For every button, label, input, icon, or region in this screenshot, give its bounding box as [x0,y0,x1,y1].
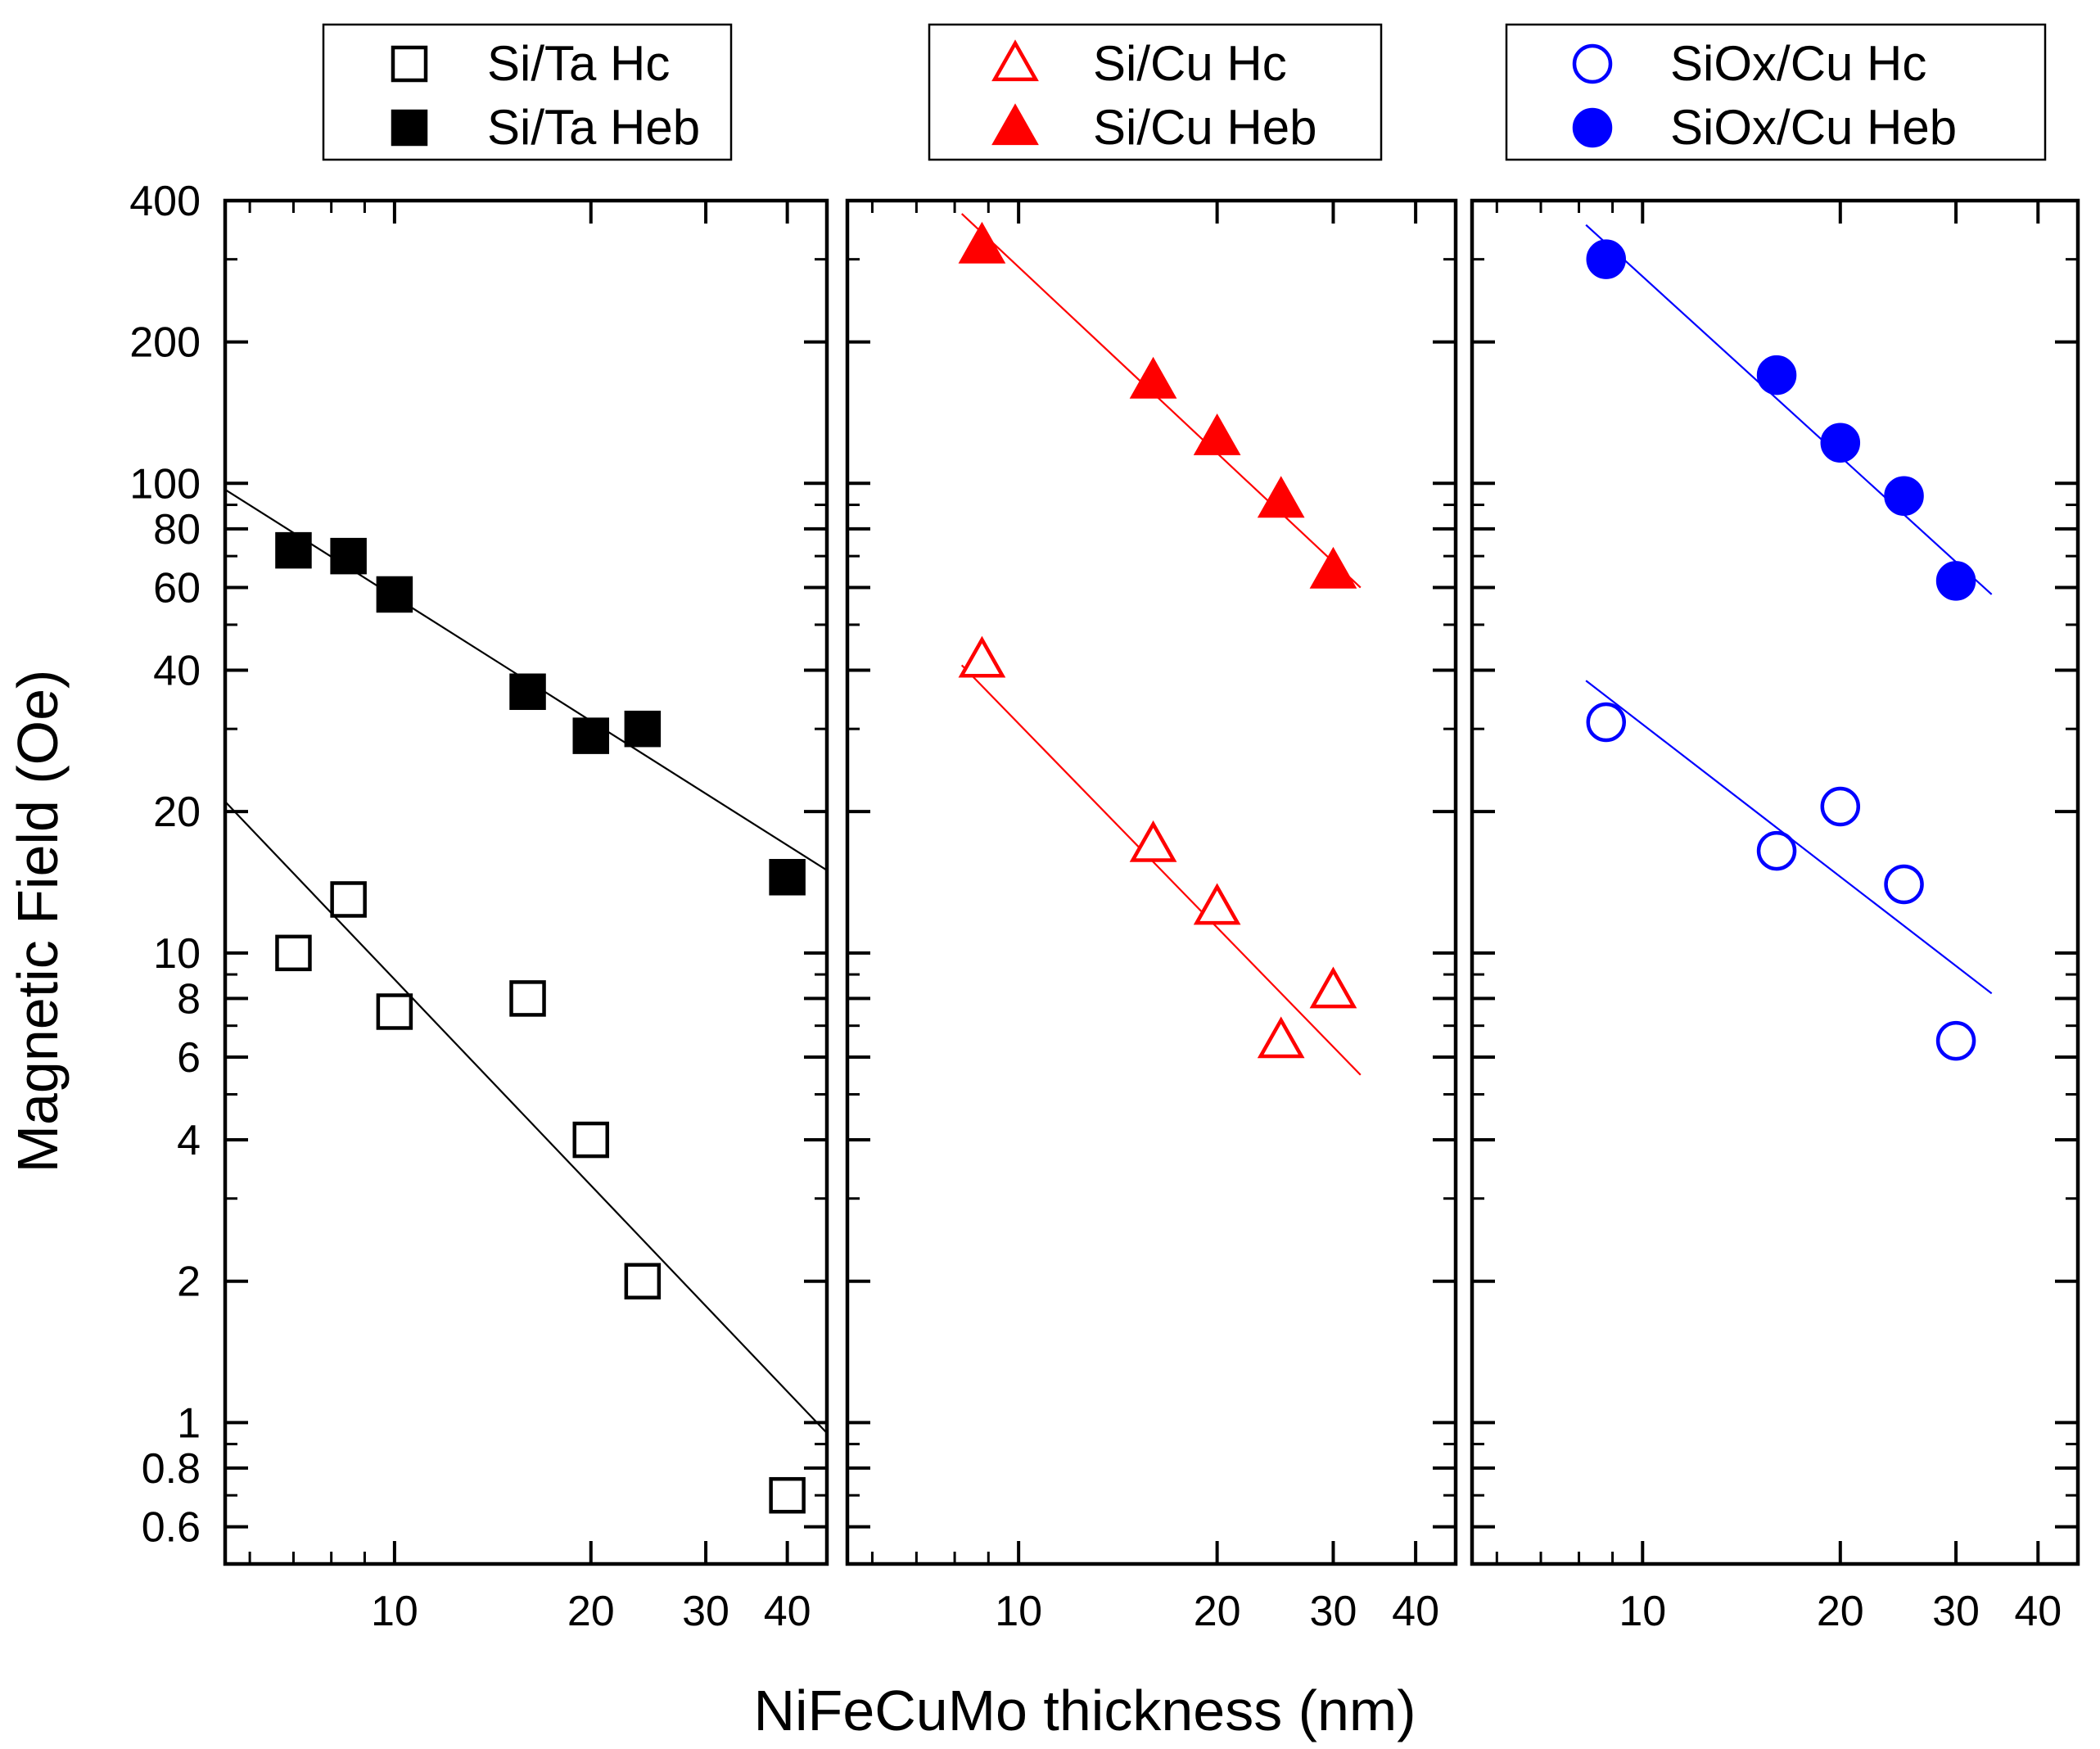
data-point-heb [376,576,413,613]
y-tick-label: 40 [153,648,201,695]
data-point-heb [572,717,610,754]
data-point-hc [1935,1020,1976,1061]
legend-label: SiOx/Cu Heb [1670,100,1957,155]
y-tick-label: 100 [129,460,201,508]
y-axis-title: Magnetic Field (Oe) [6,670,70,1173]
x-tick-label: 10 [1619,1588,1666,1635]
y-tick-label: 6 [177,1034,201,1082]
data-point-hc [958,635,1006,678]
legend-siox-cu: SiOx/Cu Hc SiOx/Cu Heb [1505,23,2047,161]
data-point-hc [1586,702,1627,743]
legend-si-ta: Si/Ta Hc Si/Ta Heb [322,23,733,161]
data-point-hc [376,993,413,1030]
data-point-heb [1820,423,1861,463]
plot-frame [223,198,829,1566]
legend-marker-heb [391,109,428,147]
data-point-hc [769,1476,806,1514]
data-point-hc [1756,830,1797,871]
x-tick-label: 10 [995,1588,1042,1635]
x-tick-label: 10 [371,1588,418,1635]
panel-siox-cu: 10 20 30 40 [1470,198,2080,1635]
data-point-hc [509,980,546,1017]
legend-label: SiOx/Cu Hc [1670,36,1926,91]
data-point-hc [330,881,367,918]
x-tick-label: 20 [1194,1588,1241,1635]
data-point-heb [1935,561,1976,601]
y-tick-label: 2 [177,1259,201,1306]
data-point-heb [1193,413,1241,455]
fit-line-heb [1585,224,1993,595]
y-tick-label: 4 [177,1117,201,1164]
y-tick-label: 0.8 [142,1445,201,1493]
plot-frame [845,198,1458,1566]
x-tick-label: 30 [1310,1588,1357,1635]
data-point-heb [330,537,367,575]
x-tick-label: 40 [1392,1588,1439,1635]
legend-marker-heb [1572,107,1613,148]
fit-line-heb [960,213,1362,589]
legend-label: Si/Ta Heb [487,100,700,155]
x-tick-label: 20 [567,1588,615,1635]
y-tick-label: 80 [153,506,201,554]
legend-marker-heb [991,103,1039,146]
data-point-hc [275,934,312,972]
data-point-hc [1257,1016,1305,1059]
data-point-heb [769,859,806,896]
data-point-heb [1309,546,1357,589]
x-tick-label: 40 [2014,1588,2062,1635]
data-point-hc [572,1121,610,1159]
panel-si-cu: 10 20 30 40 [845,198,1458,1635]
x-tick-label: 30 [1932,1588,1980,1635]
data-point-hc [1193,883,1241,925]
y-tick-label: 20 [153,789,201,836]
y-tick-label: 1 [177,1399,201,1447]
legend-label: Si/Ta Hc [487,36,670,91]
data-point-hc [1309,966,1357,1009]
fit-line-hc [960,664,1362,1076]
legend-marker-hc [391,45,428,83]
y-tick-label: 400 [129,178,201,225]
data-point-heb [1129,356,1177,399]
data-point-heb [1586,239,1627,279]
x-tick-label: 20 [1817,1588,1864,1635]
y-tick-label: 200 [129,319,201,367]
data-point-heb [958,221,1006,264]
data-point-heb [624,710,662,748]
fit-line-hc [224,801,828,1434]
legend-label: Si/Cu Heb [1093,100,1316,155]
legend-si-cu: Si/Cu Hc Si/Cu Heb [928,23,1383,161]
y-tick-label: 8 [177,975,201,1023]
y-tick-label: 0.6 [142,1504,201,1552]
data-point-heb [1756,355,1797,395]
data-point-hc [1884,864,1924,905]
data-point-heb [1884,476,1924,516]
data-point-hc [1129,820,1177,862]
legend-label: Si/Cu Hc [1093,36,1287,91]
y-tick-label: 10 [153,930,201,978]
data-point-heb [1257,476,1305,518]
x-tick-label: 30 [682,1588,729,1635]
data-point-hc [1820,786,1861,827]
data-point-heb [509,673,546,711]
x-axis-title: NiFeCuMo thickness (nm) [753,1679,1416,1742]
legend-marker-hc [991,39,1039,82]
plot-frame [1470,198,2080,1566]
x-tick-label: 40 [764,1588,811,1635]
legend-marker-hc [1572,43,1613,84]
data-point-hc [624,1263,662,1299]
y-tick-label: 60 [153,565,201,612]
data-point-heb [275,531,312,569]
